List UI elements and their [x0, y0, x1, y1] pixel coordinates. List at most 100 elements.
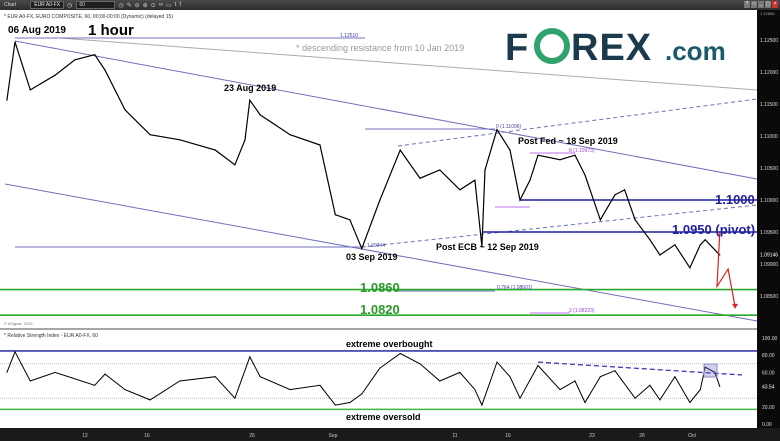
price-point: [574, 154, 576, 156]
time-tick-label: 16: [144, 433, 150, 439]
rsi-point: [334, 404, 336, 406]
svg-text:REX: REX: [571, 27, 652, 69]
facebook-icon[interactable]: f: [179, 2, 181, 8]
time-tick-label: Sep: [329, 433, 338, 439]
chart-toolbar: Chart EUR A0-FX ◷ 60 ◷ ✎ ⊖ ⊕ ⊙ ∞ ▭ t f ?…: [0, 0, 780, 10]
price-point: [214, 149, 216, 151]
price-point: [537, 154, 539, 156]
rsi-point: [674, 376, 676, 378]
price-series-line: [6, 41, 721, 270]
level-label-1-0860: 1.0860: [360, 280, 400, 295]
annotation-23-aug: 23 Aug 2019: [224, 83, 276, 93]
time-tick-label: 12: [82, 433, 88, 439]
rsi-point: [559, 389, 561, 391]
restore-button[interactable]: □: [751, 1, 757, 8]
level-label-1-0820: 1.0820: [360, 302, 400, 317]
price-point: [74, 59, 76, 61]
price-point: [94, 54, 96, 56]
price-tick-label: 1.10000: [760, 198, 778, 204]
app-label: Chart: [4, 2, 17, 8]
price-point: [361, 248, 363, 250]
rsi-point: [634, 397, 636, 399]
price-point: [439, 169, 441, 171]
rsi-point: [29, 380, 31, 382]
rsi-point: [399, 352, 401, 354]
rsi-point: [649, 384, 651, 386]
price-point: [614, 194, 616, 196]
svg-text:F: F: [505, 27, 529, 69]
maximize-button[interactable]: ▢: [765, 1, 771, 8]
time-tick-label: 16: [505, 433, 511, 439]
pencil-icon[interactable]: ✎: [126, 2, 132, 9]
rsi-breakout-highlight: [703, 363, 718, 378]
interval-select[interactable]: 60: [76, 1, 116, 9]
price-point: [496, 129, 498, 131]
projection-arrowhead: [732, 303, 739, 309]
price-point: [704, 239, 706, 241]
channel-lower-line: [4, 183, 758, 322]
rsi-point: [496, 361, 498, 363]
price-point: [29, 89, 31, 91]
rsi-point: [319, 384, 321, 386]
price-tick-label: 1.09000: [760, 262, 778, 268]
svg-text:.com: .com: [665, 36, 726, 66]
target-icon[interactable]: ⊙: [150, 2, 156, 9]
rsi-point: [704, 366, 706, 368]
link-icon[interactable]: ∞: [158, 2, 163, 8]
price-point: [149, 134, 151, 136]
price-tick-label: 1.12000: [760, 70, 778, 76]
price-point: [474, 179, 476, 181]
price-point: [179, 139, 181, 141]
comment-icon[interactable]: ▭: [165, 2, 172, 9]
fib-label-1-09244: 1.09244: [367, 243, 385, 249]
level-label-pivot: 1.0950 (pivot): [672, 222, 755, 237]
price-point: [319, 144, 321, 146]
rsi-point: [614, 370, 616, 372]
price-point: [234, 164, 236, 166]
source-label: © eSignal, 2019: [4, 321, 33, 326]
price-point: [289, 134, 291, 136]
zoom-out-icon[interactable]: ⊖: [134, 2, 140, 9]
rsi-title: * Relative Strength Index - EUR A0-FX, 6…: [4, 333, 98, 339]
rsi-point: [234, 397, 236, 399]
fib-label-0: 0 (1.11096): [496, 124, 522, 130]
price-point: [624, 189, 626, 191]
rsi-point: [474, 389, 476, 391]
rsi-point: [574, 380, 576, 382]
rsi-point: [349, 402, 351, 403]
price-point: [349, 219, 351, 221]
annotation-post-ecb: Post ECB ~ 12 Sep 2019: [436, 242, 539, 252]
oversold-label: extreme oversold: [346, 412, 421, 422]
price-point: [244, 139, 246, 141]
last-price-label: 1.09146: [760, 253, 778, 259]
rsi-point: [537, 365, 539, 367]
clock-icon[interactable]: ◷: [67, 2, 73, 9]
descending-resistance-line: [59, 37, 758, 91]
projection-line: [716, 231, 736, 308]
help-button[interactable]: ?: [744, 1, 750, 8]
rsi-point: [14, 351, 16, 353]
rsi-tick-label: 60.00: [762, 370, 775, 376]
rsi-point: [659, 399, 661, 401]
fib-label-1-12510: 1.12510: [340, 33, 358, 39]
window-controls: ? □ _ ▢ ×: [744, 1, 778, 8]
rising-channel-upper-line: [397, 98, 758, 147]
rsi-panel: [0, 330, 757, 428]
price-point: [689, 267, 691, 269]
price-point: [124, 109, 126, 111]
minimize-button[interactable]: _: [758, 1, 764, 8]
rsi-point: [481, 404, 483, 406]
rsi-point: [249, 356, 251, 358]
rising-channel-lower-line: [361, 204, 758, 248]
close-button[interactable]: ×: [772, 1, 778, 8]
price-chart[interactable]: F REX .com * EUR A0-FX, EURO COMPOSITE, …: [0, 10, 780, 441]
zoom-in-icon[interactable]: ⊕: [142, 2, 148, 9]
timeframe-title: 1 hour: [88, 22, 134, 39]
twitter-icon[interactable]: t: [174, 2, 177, 8]
clock-icon[interactable]: ◷: [118, 2, 124, 9]
price-point: [634, 219, 636, 221]
rsi-trendline: [537, 361, 743, 376]
rsi-point: [214, 376, 216, 378]
symbol-input[interactable]: EUR A0-FX: [30, 1, 65, 9]
fib-label-2: 2 (1.08223): [569, 308, 595, 314]
